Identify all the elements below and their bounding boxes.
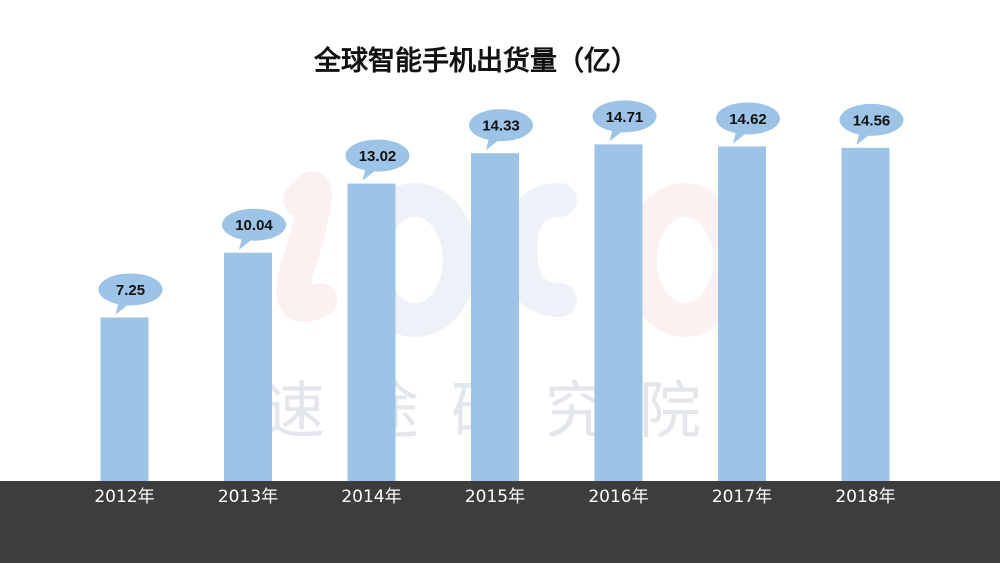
bubble-shape (345, 139, 410, 172)
value-label: 13.02 (359, 148, 397, 165)
bubble-shape (98, 273, 163, 306)
bubble-shape (839, 103, 904, 136)
x-tick-label: 2013年 (218, 487, 278, 507)
x-tick-label: 2017年 (712, 487, 772, 507)
bubble-tail (856, 132, 871, 145)
bubble-tail (486, 138, 500, 151)
value-bubble: 14.71 (592, 100, 657, 142)
value-bubble: 10.04 (222, 208, 286, 250)
bar-2017年 (718, 146, 766, 481)
value-label: 14.71 (606, 109, 644, 126)
value-bubble: 14.33 (469, 109, 533, 151)
x-tick-label: 2016年 (588, 487, 648, 507)
bubble-tail (115, 302, 130, 315)
value-label: 14.62 (729, 111, 767, 128)
x-tick-label: 2012年 (94, 487, 154, 507)
value-label: 10.04 (235, 217, 273, 234)
x-tick-label: 2018年 (835, 487, 895, 507)
value-bubble: 14.62 (716, 102, 780, 144)
chart-title: 全球智能手机出货量（亿） (313, 45, 638, 77)
bars-group (100, 144, 890, 482)
value-bubble: 14.56 (839, 103, 904, 145)
value-bubble: 7.25 (98, 273, 163, 315)
bubble-shape (222, 208, 286, 241)
value-label: 14.56 (853, 112, 891, 129)
footer-band (0, 481, 1000, 563)
bubble-tail (733, 131, 747, 144)
value-label: 14.33 (482, 118, 520, 135)
value-labels-group: 7.25 10.04 13.02 14.33 14.71 14.62 14.56 (98, 100, 904, 315)
bar-2018年 (841, 147, 890, 481)
bubble-tail (609, 129, 624, 142)
value-label: 7.25 (116, 282, 145, 299)
bubble-shape (716, 102, 780, 135)
bubble-shape (592, 100, 657, 133)
bubble-tail (362, 168, 377, 181)
bar-2015年 (471, 153, 519, 481)
x-tick-label: 2014年 (341, 487, 401, 507)
bubble-tail (239, 237, 253, 250)
bubble-shape (469, 109, 533, 142)
bar-2013年 (224, 252, 272, 481)
bar-2014年 (347, 183, 396, 482)
bar-2012年 (100, 317, 149, 481)
x-tick-label: 2015年 (465, 487, 525, 507)
bar-2016年 (594, 144, 643, 482)
value-bubble: 13.02 (345, 139, 410, 181)
x-tick-labels-group: 2012年 2013年 2014年 2015年 2016年 2017年 2018年 (94, 487, 895, 507)
